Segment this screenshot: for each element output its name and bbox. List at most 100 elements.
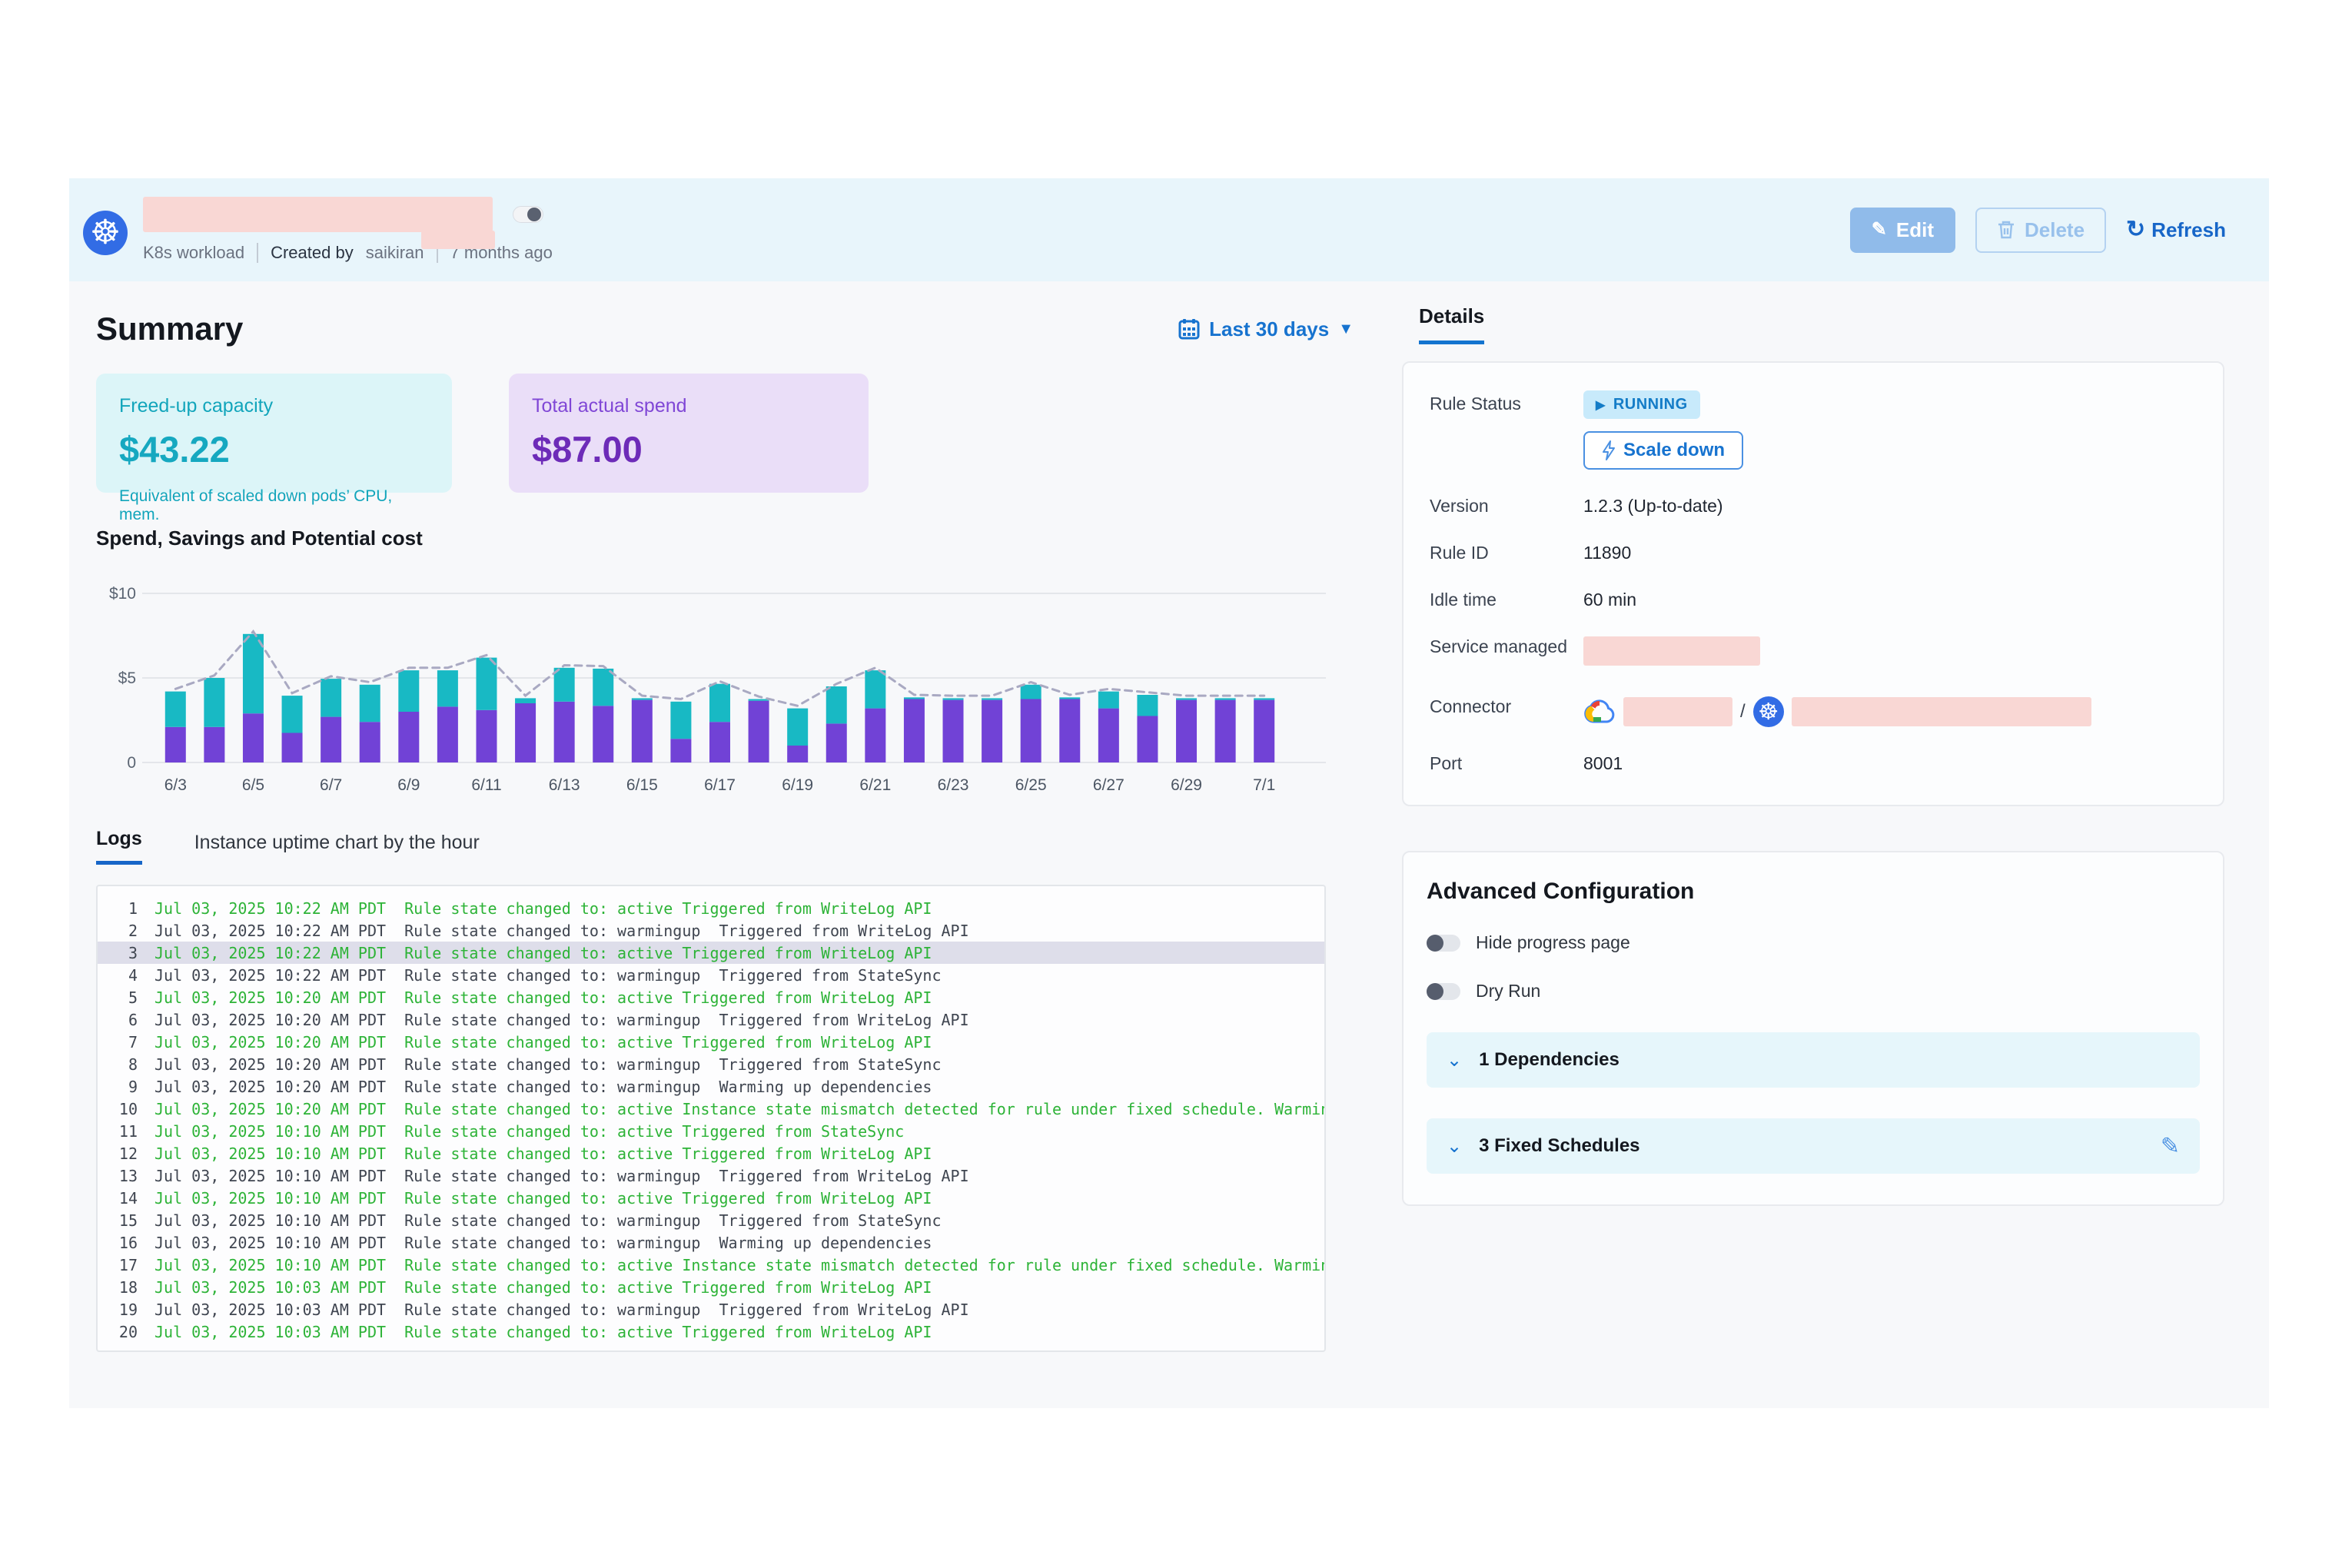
bar-spend[interactable] [670, 739, 692, 762]
log-row[interactable]: 6 Jul 03, 2025 10:20 AM PDT Rule state ch… [98, 1008, 1324, 1031]
bar-savings[interactable] [242, 633, 264, 714]
log-row[interactable]: 20 Jul 03, 2025 10:03 AM PDT Rule state c… [98, 1321, 1324, 1343]
bar-spend[interactable] [865, 708, 886, 762]
bar-savings[interactable] [631, 698, 653, 700]
bar-spend[interactable] [1098, 708, 1119, 762]
bar-savings[interactable] [321, 679, 342, 717]
bar-spend[interactable] [826, 723, 847, 762]
log-row[interactable]: 4 Jul 03, 2025 10:22 AM PDT Rule state ch… [98, 964, 1324, 986]
bar-savings[interactable] [826, 686, 847, 724]
bar-savings[interactable] [359, 684, 380, 723]
date-range-picker[interactable]: Last 30 days ▼ [1178, 317, 1354, 341]
bar-savings[interactable] [281, 696, 303, 733]
log-row[interactable]: 3 Jul 03, 2025 10:22 AM PDT Rule state ch… [98, 942, 1324, 964]
refresh-button[interactable]: ↻ Refresh [2126, 218, 2226, 242]
bar-spend[interactable] [903, 699, 925, 763]
bar-savings[interactable] [709, 683, 730, 723]
bar-savings[interactable] [398, 670, 420, 712]
fixed-schedules-accordion[interactable]: ⌄ 3 Fixed Schedules ✎ [1427, 1118, 2200, 1174]
hide-progress-toggle[interactable] [1427, 934, 1460, 952]
log-row[interactable]: 19 Jul 03, 2025 10:03 AM PDT Rule state c… [98, 1298, 1324, 1321]
bar-spend[interactable] [1020, 699, 1041, 763]
bar-savings[interactable] [1020, 684, 1041, 699]
bar-spend[interactable] [1137, 716, 1158, 763]
log-row[interactable]: 18 Jul 03, 2025 10:03 AM PDT Rule state c… [98, 1276, 1324, 1298]
bar-savings[interactable] [164, 691, 186, 727]
bar-spend[interactable] [242, 713, 264, 762]
edit-schedules-icon[interactable]: ✎ [2160, 1133, 2180, 1159]
bar-spend[interactable] [515, 703, 537, 762]
bar-savings[interactable] [787, 708, 809, 746]
log-row[interactable]: 2 Jul 03, 2025 10:22 AM PDT Rule state ch… [98, 919, 1324, 942]
hide-progress-label: Hide progress page [1476, 932, 1630, 952]
bar-spend[interactable] [709, 722, 730, 762]
bar-savings[interactable] [515, 698, 537, 703]
bar-spend[interactable] [204, 726, 225, 762]
bar-spend[interactable] [321, 716, 342, 762]
log-row[interactable]: 13 Jul 03, 2025 10:10 AM PDT Rule state c… [98, 1164, 1324, 1187]
log-row[interactable]: 16 Jul 03, 2025 10:10 AM PDT Rule state c… [98, 1231, 1324, 1254]
bar-spend[interactable] [593, 706, 614, 762]
delete-button[interactable]: Delete [1975, 207, 2107, 253]
kubernetes-icon: ☸ [1752, 696, 1784, 727]
bar-savings[interactable] [476, 657, 497, 710]
bar-savings[interactable] [1137, 695, 1158, 716]
bar-spend[interactable] [398, 712, 420, 762]
log-message: Jul 03, 2025 10:22 AM PDT Rule state cha… [154, 921, 969, 940]
log-line-number: 2 [128, 921, 138, 940]
scale-down-button[interactable]: Scale down [1583, 431, 1744, 470]
bar-savings[interactable] [942, 698, 964, 700]
log-panel[interactable]: 1 Jul 03, 2025 10:22 AM PDT Rule state ch… [96, 885, 1326, 1352]
tab-details[interactable]: Details [1419, 304, 1485, 344]
workload-enabled-toggle[interactable] [513, 206, 543, 223]
log-row[interactable]: 15 Jul 03, 2025 10:10 AM PDT Rule state c… [98, 1209, 1324, 1231]
log-row[interactable]: 7 Jul 03, 2025 10:20 AM PDT Rule state ch… [98, 1031, 1324, 1053]
bar-savings[interactable] [1098, 691, 1119, 709]
bar-savings[interactable] [553, 667, 575, 702]
bar-savings[interactable] [982, 698, 1003, 700]
bar-savings[interactable] [204, 678, 225, 727]
bar-savings[interactable] [903, 697, 925, 699]
log-row[interactable]: 17 Jul 03, 2025 10:10 AM PDT Rule state c… [98, 1254, 1324, 1276]
bar-spend[interactable] [631, 699, 653, 762]
log-row[interactable]: 12 Jul 03, 2025 10:10 AM PDT Rule state c… [98, 1142, 1324, 1164]
log-row[interactable]: 9 Jul 03, 2025 10:20 AM PDT Rule state ch… [98, 1075, 1324, 1098]
edit-button[interactable]: ✎ Edit [1849, 207, 1955, 253]
log-row[interactable]: 10 Jul 03, 2025 10:20 AM PDT Rule state c… [98, 1098, 1324, 1120]
bar-spend[interactable] [553, 701, 575, 762]
log-row[interactable]: 8 Jul 03, 2025 10:20 AM PDT Rule state ch… [98, 1053, 1324, 1075]
dependencies-accordion[interactable]: ⌄ 1 Dependencies [1427, 1032, 2200, 1088]
bar-savings[interactable] [748, 699, 769, 701]
bar-spend[interactable] [1059, 699, 1081, 763]
bar-savings[interactable] [1214, 698, 1236, 700]
bar-spend[interactable] [1214, 699, 1236, 762]
bar-spend[interactable] [359, 722, 380, 762]
content-area: Summary Last 30 days ▼ Freed-up capacity… [69, 281, 2269, 1408]
log-message: Jul 03, 2025 10:10 AM PDT Rule state cha… [154, 1188, 932, 1208]
bar-spend[interactable] [1176, 699, 1198, 762]
bar-spend[interactable] [942, 699, 964, 762]
bar-savings[interactable] [1059, 697, 1081, 699]
log-row[interactable]: 11 Jul 03, 2025 10:10 AM PDT Rule state c… [98, 1120, 1324, 1142]
bar-savings[interactable] [670, 701, 692, 739]
bar-spend[interactable] [1254, 699, 1275, 762]
bar-savings[interactable] [865, 670, 886, 709]
bar-spend[interactable] [476, 709, 497, 762]
bar-savings[interactable] [437, 670, 458, 707]
bar-spend[interactable] [982, 699, 1003, 762]
bar-spend[interactable] [164, 726, 186, 762]
bar-spend[interactable] [281, 733, 303, 763]
bar-spend[interactable] [437, 706, 458, 762]
bar-savings[interactable] [1176, 698, 1198, 700]
log-row[interactable]: 14 Jul 03, 2025 10:10 AM PDT Rule state c… [98, 1187, 1324, 1209]
total-spend-card: Total actual spend $87.00 [509, 374, 869, 493]
bar-savings[interactable] [593, 668, 614, 706]
bar-spend[interactable] [748, 700, 769, 762]
bar-savings[interactable] [1254, 698, 1275, 700]
dry-run-toggle[interactable] [1427, 982, 1460, 1000]
log-row[interactable]: 5 Jul 03, 2025 10:20 AM PDT Rule state ch… [98, 986, 1324, 1008]
log-row[interactable]: 1 Jul 03, 2025 10:22 AM PDT Rule state ch… [98, 897, 1324, 919]
tab-uptime-chart[interactable]: Instance uptime chart by the hour [194, 832, 480, 853]
bar-spend[interactable] [787, 746, 809, 762]
tab-logs[interactable]: Logs [96, 828, 142, 865]
